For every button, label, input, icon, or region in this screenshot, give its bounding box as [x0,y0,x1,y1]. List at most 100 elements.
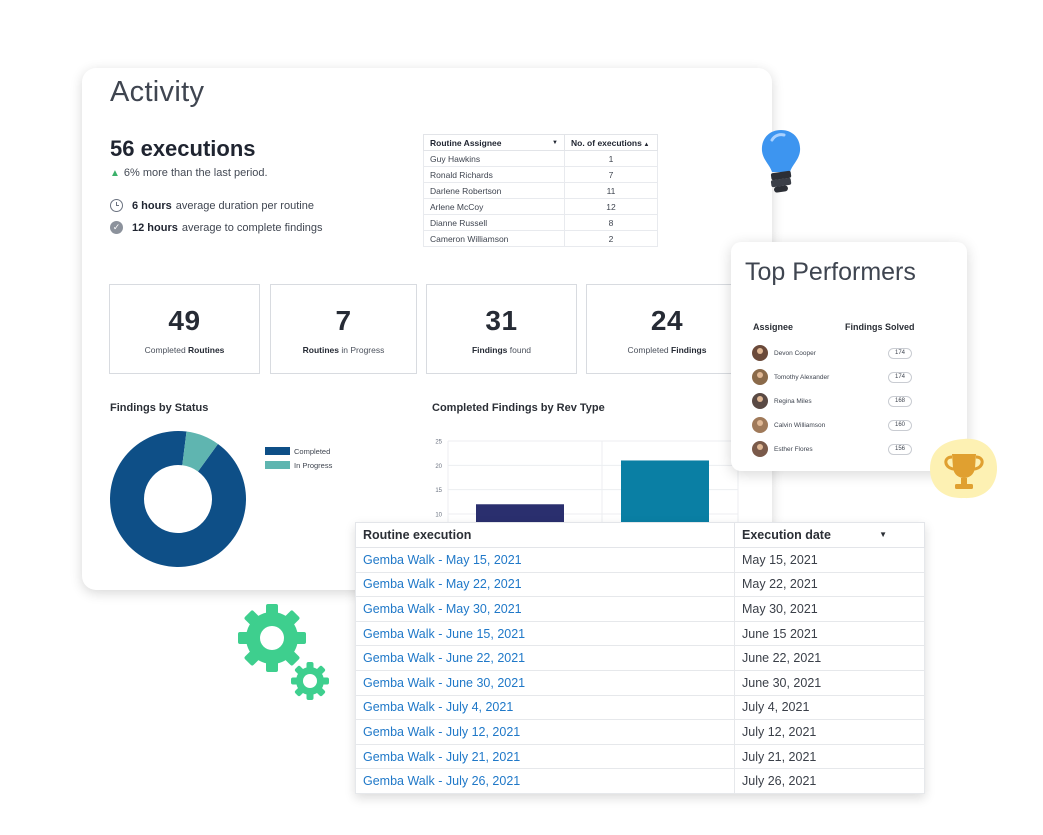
bar-2[interactable] [621,460,709,524]
table-row: Guy Hawkins 1 [423,150,658,167]
performer-name: Regina Miles [774,397,812,405]
table-row: Gemba Walk - May 30, 2021 May 30, 2021 [355,596,925,622]
execution-date: July 21, 2021 [734,743,925,770]
routine-execution-link[interactable]: Gemba Walk - July 4, 2021 [355,694,735,721]
activity-card: Activity 56 executions ▲ 6% more than the… [82,68,772,590]
table-row: Gemba Walk - June 30, 2021 June 30, 2021 [355,669,925,696]
gear-small-icon [291,662,329,700]
legend-in-progress: In Progress [265,458,332,472]
header-executions[interactable]: No. of executions ▲ [564,134,658,151]
performer-row: Devon Cooper 174 [752,344,942,362]
avg-findings-stat: ✓ 12 hours average to complete findings [110,221,323,234]
y-tick-label: 25 [435,440,442,446]
sort-dropdown-icon: ▼ [879,530,887,539]
findings-solved-badge: 174 [888,347,912,359]
avatar [752,345,768,361]
routine-execution-link[interactable]: Gemba Walk - June 30, 2021 [355,669,735,696]
routine-execution-link[interactable]: Gemba Walk - July 12, 2021 [355,719,735,745]
executions-table: Routine execution Execution date ▼ Gemba … [355,522,925,794]
rev-type-bar-chart: 25 20 15 10 [435,440,739,524]
performer-name: Calvin Williamson [774,421,826,429]
bar-1[interactable] [476,504,564,524]
execution-date: July 4, 2021 [734,694,925,721]
assignee-name: Darlene Robertson [423,182,565,199]
execution-date: May 22, 2021 [734,571,925,598]
table-row: Cameron Williamson 2 [423,230,658,247]
performer-name: Tomothy Alexander [774,373,830,381]
trophy-icon [930,438,998,499]
sort-asc-icon: ▲ [641,141,650,148]
y-tick-label: 10 [435,513,442,519]
execution-count: 2 [564,230,658,247]
activity-title: Activity [110,76,205,108]
table-row: Dianne Russell 8 [423,214,658,231]
performer-row: Regina Miles 168 [752,392,942,410]
donut-slice-completed[interactable] [110,431,247,567]
clock-icon [110,199,123,212]
performer-row: Esther Flores 156 [752,440,942,458]
execution-date: July 12, 2021 [734,719,925,745]
findings-solved-badge: 160 [888,419,912,431]
header-execution-date[interactable]: Execution date ▼ [734,522,925,548]
header-findings-solved: Findings Solved [845,322,915,332]
header-routine-assignee[interactable]: Routine Assignee ▼ [423,134,565,151]
dropdown-icon: ▼ [552,139,558,146]
table-row: Gemba Walk - June 15, 2021 June 15 2021 [355,620,925,647]
execution-count: 12 [564,198,658,215]
performer-name: Devon Cooper [774,349,816,357]
kpi-completed-routines[interactable]: 49 Completed Routines [109,284,260,374]
routine-execution-link[interactable]: Gemba Walk - June 15, 2021 [355,620,735,647]
performer-row: Tomothy Alexander 174 [752,368,942,386]
table-row: Gemba Walk - May 22, 2021 May 22, 2021 [355,571,925,598]
execution-date: May 30, 2021 [734,596,925,622]
top-performers-title: Top Performers [745,258,916,286]
avatar [752,417,768,433]
legend-completed: Completed [265,444,332,458]
routine-execution-link[interactable]: Gemba Walk - May 30, 2021 [355,596,735,622]
lightbulb-icon [761,130,801,193]
execution-count: 7 [564,166,658,183]
gear-icon [238,604,306,672]
execution-date: May 15, 2021 [734,547,925,573]
table-row: Darlene Robertson 11 [423,182,658,199]
routine-execution-link[interactable]: Gemba Walk - July 21, 2021 [355,743,735,770]
assignee-name: Guy Hawkins [423,150,565,167]
avg-duration-stat: 6 hours average duration per routine [110,199,314,212]
donut-slice-in-progress[interactable] [182,431,218,472]
check-circle-icon: ✓ [110,221,123,234]
execution-date: June 30, 2021 [734,669,925,696]
table-row: Ronald Richards 7 [423,166,658,183]
avatar [752,393,768,409]
execution-date: June 22, 2021 [734,645,925,671]
table-row: Gemba Walk - July 4, 2021 July 4, 2021 [355,694,925,721]
execution-date: June 15 2021 [734,620,925,647]
trend-text: ▲ 6% more than the last period. [110,167,268,179]
findings-solved-badge: 174 [888,371,912,383]
routine-execution-link[interactable]: Gemba Walk - May 15, 2021 [355,547,735,573]
findings-donut-chart [110,431,247,567]
findings-solved-badge: 156 [888,443,912,455]
assignee-name: Arlene McCoy [423,198,565,215]
avatar [752,441,768,457]
donut-legend: Completed In Progress [265,444,332,472]
y-tick-label: 20 [435,464,442,470]
findings-by-status-title: Findings by Status [110,402,209,414]
kpi-findings-found[interactable]: 31 Findings found [426,284,577,374]
performer-name: Esther Flores [774,445,813,453]
routine-execution-link[interactable]: Gemba Walk - July 26, 2021 [355,768,735,794]
table-row: Gemba Walk - July 21, 2021 July 21, 2021 [355,743,925,770]
assignee-name: Dianne Russell [423,214,565,231]
table-row: Gemba Walk - May 15, 2021 May 15, 2021 [355,547,925,573]
routine-execution-link[interactable]: Gemba Walk - May 22, 2021 [355,571,735,598]
table-row: Gemba Walk - July 12, 2021 July 12, 2021 [355,719,925,745]
header-routine-execution[interactable]: Routine execution [355,522,735,548]
executions-count: 56 executions [110,136,256,161]
avatar [752,369,768,385]
routine-execution-link[interactable]: Gemba Walk - June 22, 2021 [355,645,735,671]
assignee-name: Ronald Richards [423,166,565,183]
execution-count: 11 [564,182,658,199]
kpi-routines-in-progress[interactable]: 7 Routines in Progress [270,284,417,374]
kpi-completed-findings[interactable]: 24 Completed Findings [586,284,748,374]
execution-count: 8 [564,214,658,231]
bar-chart-title: Completed Findings by Rev Type [432,402,605,414]
